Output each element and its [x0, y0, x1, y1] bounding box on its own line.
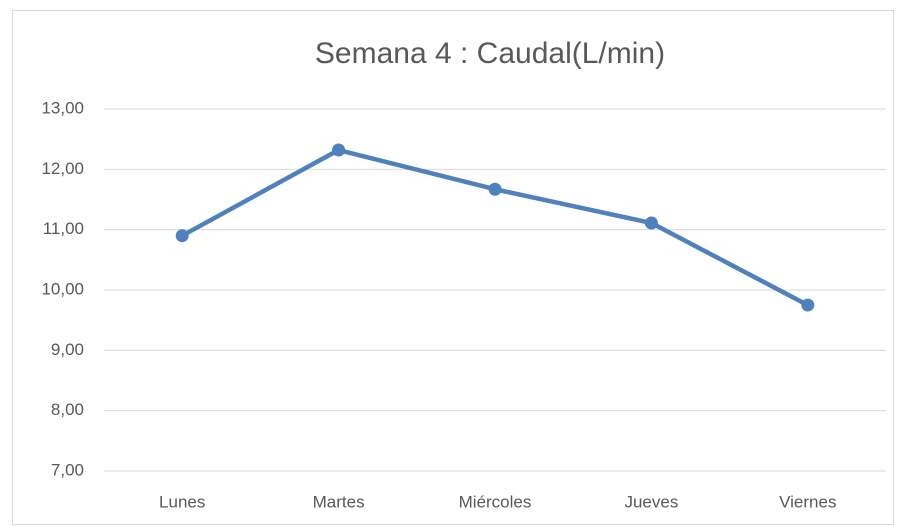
- chart-title: Semana 4 : Caudal(L/min): [315, 37, 665, 70]
- point: [332, 143, 346, 157]
- y-tick-label: 13,00: [41, 98, 84, 117]
- chart-frame: [12, 10, 894, 525]
- x-tick-label: Viernes: [779, 492, 836, 511]
- y-tick-label: 9,00: [51, 340, 84, 359]
- point: [644, 216, 658, 230]
- x-tick-label: Miércoles: [459, 492, 532, 511]
- x-tick-label: Martes: [313, 492, 365, 511]
- point: [488, 182, 502, 196]
- x-tick-label: Jueves: [624, 492, 678, 511]
- point: [801, 298, 815, 312]
- y-tick-label: 7,00: [51, 460, 84, 479]
- x-tick-label: Lunes: [159, 492, 205, 511]
- y-tick-label: 10,00: [41, 279, 84, 298]
- y-tick-label: 8,00: [51, 400, 84, 419]
- point: [175, 229, 189, 243]
- y-tick-label: 11,00: [43, 219, 84, 238]
- y-tick-label: 12,00: [41, 159, 84, 178]
